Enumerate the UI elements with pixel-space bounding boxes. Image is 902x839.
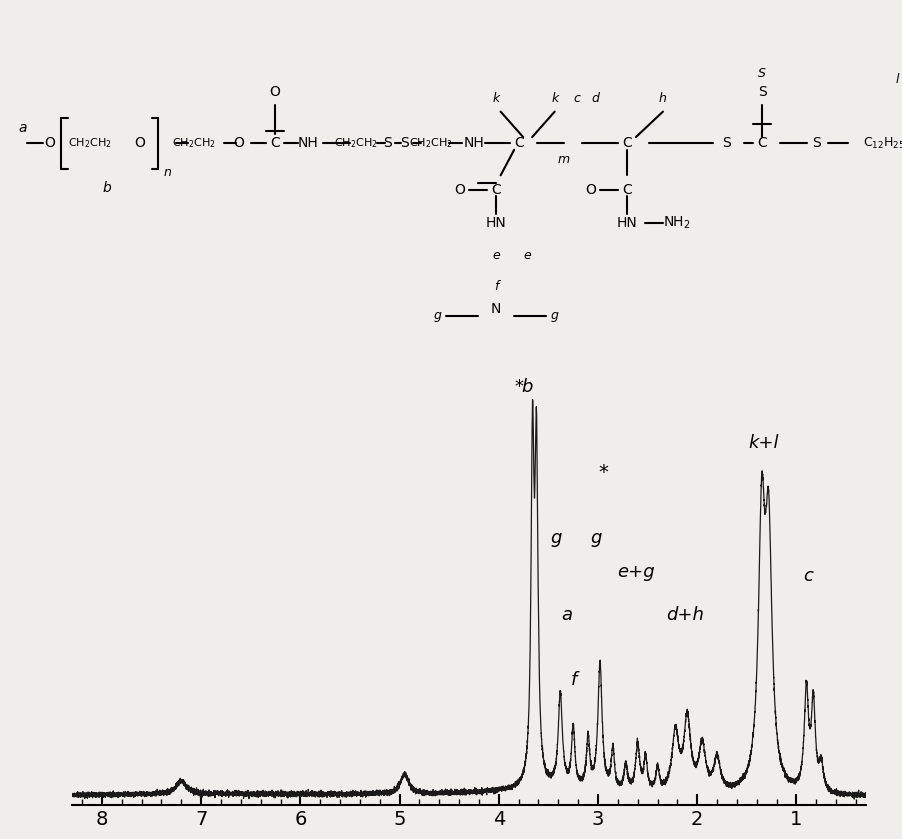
Text: a: a xyxy=(561,607,572,624)
Text: S: S xyxy=(812,137,821,150)
Text: e+g: e+g xyxy=(617,563,655,581)
Text: g: g xyxy=(590,529,602,547)
Text: a: a xyxy=(18,121,27,134)
Text: $\rm CH_2CH_2$: $\rm CH_2CH_2$ xyxy=(335,137,378,150)
Text: k+l: k+l xyxy=(749,434,779,452)
Text: $\rm CH_2CH_2$: $\rm CH_2CH_2$ xyxy=(410,137,453,150)
Text: O: O xyxy=(44,137,55,150)
Text: NH: NH xyxy=(298,137,319,150)
Text: k: k xyxy=(492,92,500,106)
Text: n: n xyxy=(164,165,171,179)
Text: C: C xyxy=(622,183,631,196)
Text: $\rm CH_2CH_2$: $\rm CH_2CH_2$ xyxy=(69,137,112,150)
Text: O: O xyxy=(234,137,244,150)
Text: b: b xyxy=(102,181,111,195)
Text: C$_{12}$H$_{25}$: C$_{12}$H$_{25}$ xyxy=(863,136,902,151)
Text: k: k xyxy=(551,92,558,106)
Text: S: S xyxy=(759,67,766,80)
Text: h: h xyxy=(659,92,667,106)
Text: C: C xyxy=(271,137,280,150)
Text: HN: HN xyxy=(485,216,507,230)
Text: d+h: d+h xyxy=(667,607,704,624)
Text: S: S xyxy=(722,137,731,150)
Text: $\rm CH_2CH_2$: $\rm CH_2CH_2$ xyxy=(172,137,216,150)
Text: O: O xyxy=(134,137,145,150)
Text: O: O xyxy=(270,86,281,100)
Text: C: C xyxy=(514,137,523,150)
Text: m: m xyxy=(557,153,570,166)
Text: NH: NH xyxy=(463,137,484,150)
Text: l: l xyxy=(896,73,899,86)
Text: f: f xyxy=(494,280,498,294)
Text: g: g xyxy=(434,309,441,322)
Text: g: g xyxy=(550,529,562,547)
Text: e: e xyxy=(492,248,500,262)
Text: O: O xyxy=(455,183,465,196)
Text: C: C xyxy=(622,137,631,150)
Text: b: b xyxy=(520,378,532,396)
Text: d: d xyxy=(592,92,599,106)
Text: f: f xyxy=(571,671,577,689)
Text: g: g xyxy=(551,309,558,322)
Text: O: O xyxy=(585,183,596,196)
Text: NH$_2$: NH$_2$ xyxy=(663,215,690,232)
Text: c: c xyxy=(574,92,581,106)
Text: C: C xyxy=(492,183,501,196)
Text: e: e xyxy=(524,248,531,262)
Text: C: C xyxy=(758,137,767,150)
Text: HN: HN xyxy=(616,216,638,230)
Text: *: * xyxy=(598,463,608,482)
Text: S: S xyxy=(758,86,767,100)
Text: S: S xyxy=(400,137,409,150)
Text: N: N xyxy=(491,302,502,316)
Text: c: c xyxy=(804,567,814,586)
Text: *: * xyxy=(514,378,523,396)
Text: S: S xyxy=(383,137,392,150)
